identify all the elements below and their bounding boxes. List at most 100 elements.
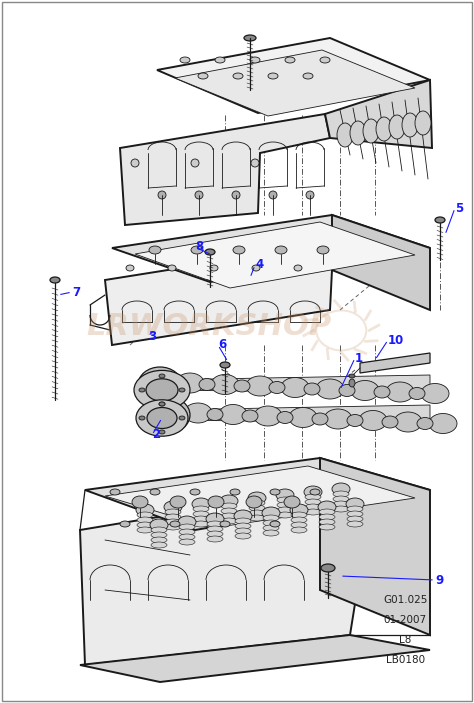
Ellipse shape — [190, 489, 200, 495]
Ellipse shape — [137, 512, 153, 518]
Ellipse shape — [221, 503, 237, 509]
Ellipse shape — [249, 505, 265, 511]
Ellipse shape — [219, 404, 247, 425]
Ellipse shape — [220, 495, 238, 507]
Ellipse shape — [402, 113, 418, 137]
Ellipse shape — [248, 492, 266, 504]
Ellipse shape — [146, 379, 178, 401]
Ellipse shape — [195, 191, 203, 199]
Ellipse shape — [409, 387, 425, 399]
Ellipse shape — [277, 502, 293, 508]
Polygon shape — [325, 80, 432, 148]
Ellipse shape — [159, 402, 165, 406]
Text: 8: 8 — [195, 240, 203, 254]
Ellipse shape — [126, 265, 134, 271]
Polygon shape — [120, 114, 330, 225]
Text: 10: 10 — [388, 333, 404, 347]
Ellipse shape — [159, 402, 165, 406]
Ellipse shape — [319, 509, 335, 515]
Ellipse shape — [146, 397, 190, 433]
Ellipse shape — [359, 411, 387, 430]
Ellipse shape — [347, 516, 363, 522]
Ellipse shape — [215, 57, 225, 63]
Text: 1: 1 — [355, 352, 363, 364]
Ellipse shape — [277, 497, 293, 503]
Ellipse shape — [244, 35, 256, 41]
Ellipse shape — [333, 506, 349, 512]
Ellipse shape — [374, 386, 390, 398]
Ellipse shape — [319, 519, 335, 525]
Ellipse shape — [317, 246, 329, 254]
Ellipse shape — [179, 539, 195, 545]
Ellipse shape — [417, 418, 433, 430]
Ellipse shape — [333, 501, 349, 507]
Ellipse shape — [165, 519, 181, 525]
Ellipse shape — [220, 521, 230, 527]
Ellipse shape — [192, 498, 210, 510]
Ellipse shape — [205, 249, 215, 255]
Ellipse shape — [156, 405, 180, 425]
Ellipse shape — [234, 380, 250, 392]
Ellipse shape — [429, 413, 457, 434]
Ellipse shape — [332, 483, 350, 495]
Ellipse shape — [347, 521, 363, 527]
Ellipse shape — [276, 489, 294, 501]
Ellipse shape — [270, 489, 280, 495]
Ellipse shape — [137, 527, 153, 533]
Ellipse shape — [221, 513, 237, 519]
Ellipse shape — [151, 537, 167, 543]
Ellipse shape — [137, 517, 153, 523]
Ellipse shape — [235, 528, 251, 534]
Ellipse shape — [193, 511, 209, 517]
Ellipse shape — [207, 521, 223, 527]
Ellipse shape — [172, 407, 188, 419]
Polygon shape — [105, 466, 415, 528]
Ellipse shape — [235, 523, 251, 529]
Ellipse shape — [233, 73, 243, 79]
Ellipse shape — [150, 489, 160, 495]
Ellipse shape — [165, 514, 181, 520]
Ellipse shape — [324, 409, 352, 429]
Ellipse shape — [234, 510, 252, 522]
Ellipse shape — [339, 385, 355, 396]
Ellipse shape — [319, 524, 335, 530]
Text: 6: 6 — [218, 339, 226, 352]
Polygon shape — [80, 635, 430, 682]
Ellipse shape — [394, 412, 422, 432]
Ellipse shape — [151, 542, 167, 548]
Polygon shape — [112, 215, 430, 282]
Ellipse shape — [304, 486, 322, 498]
Ellipse shape — [165, 524, 181, 530]
Ellipse shape — [163, 411, 173, 419]
Ellipse shape — [305, 499, 321, 505]
Ellipse shape — [246, 376, 274, 396]
Ellipse shape — [337, 123, 353, 147]
Ellipse shape — [382, 416, 398, 428]
Ellipse shape — [147, 408, 177, 429]
Ellipse shape — [435, 217, 445, 223]
Ellipse shape — [318, 501, 336, 513]
Ellipse shape — [305, 494, 321, 500]
Ellipse shape — [346, 498, 364, 510]
Ellipse shape — [137, 522, 153, 528]
Ellipse shape — [193, 521, 209, 527]
Ellipse shape — [305, 504, 321, 510]
Ellipse shape — [134, 370, 190, 410]
Text: 3: 3 — [148, 330, 156, 342]
Ellipse shape — [415, 111, 431, 135]
Ellipse shape — [350, 121, 366, 145]
Ellipse shape — [164, 501, 182, 513]
Ellipse shape — [291, 517, 307, 523]
Text: 9: 9 — [435, 574, 443, 586]
Ellipse shape — [206, 513, 224, 525]
Ellipse shape — [347, 511, 363, 517]
Ellipse shape — [198, 73, 208, 79]
Ellipse shape — [270, 521, 280, 527]
Ellipse shape — [176, 373, 204, 393]
Ellipse shape — [333, 496, 349, 502]
Ellipse shape — [303, 73, 313, 79]
Ellipse shape — [148, 375, 172, 395]
Ellipse shape — [132, 496, 148, 508]
Ellipse shape — [207, 408, 223, 420]
Polygon shape — [320, 458, 430, 635]
